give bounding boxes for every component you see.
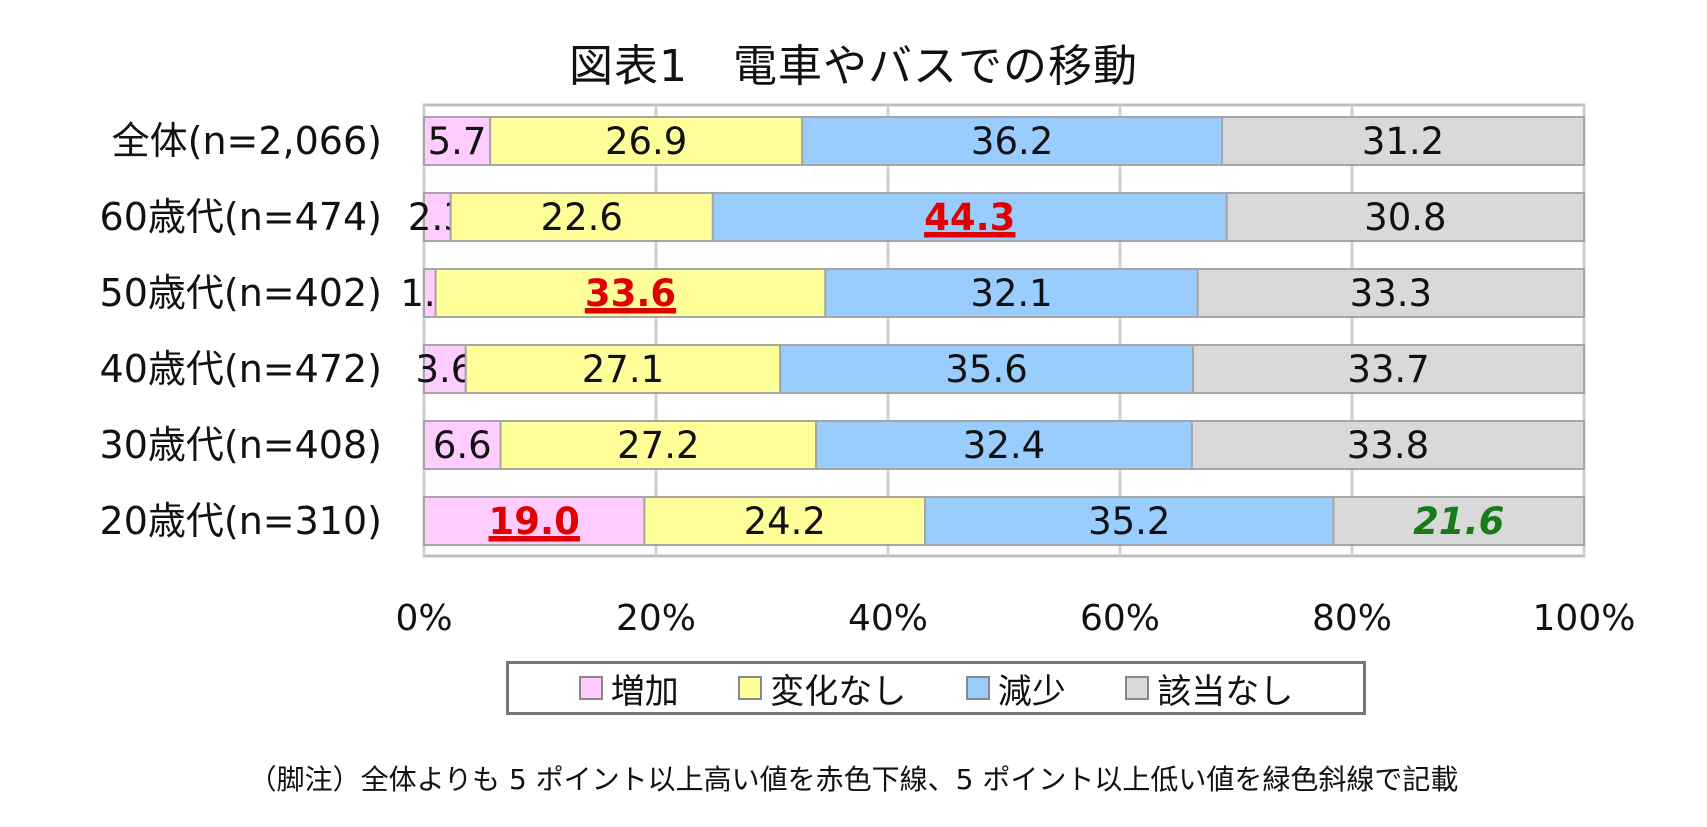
bar-segment: [1196, 268, 1585, 318]
bar-segment: [711, 192, 1228, 242]
legend-label: 減少: [997, 671, 1066, 712]
bar-segment: [434, 268, 827, 318]
bar-segment: [423, 420, 502, 470]
data-label: 33.7: [1347, 348, 1429, 391]
footnote: （脚注）全体よりも 5 ポイント以上高い値を赤色下線、5 ポイント以上低い値を緑…: [248, 763, 1459, 796]
bar-segment: [1225, 192, 1585, 242]
category-label: 全体(n=2,066): [112, 119, 382, 163]
legend-swatch: [965, 676, 990, 700]
category-label: 40歳代(n=472): [100, 347, 382, 391]
data-label: 32.1: [970, 272, 1052, 315]
data-label: 30.8: [1364, 196, 1446, 239]
legend-item: 変化なし: [738, 664, 906, 713]
data-label: 33.3: [1350, 272, 1432, 315]
legend-label: 増加: [610, 671, 679, 712]
plot-area: [422, 103, 1586, 558]
legend-label: 該当なし: [1157, 671, 1294, 712]
category-label: 50歳代(n=402): [100, 271, 382, 315]
data-label: 26.9: [605, 120, 687, 163]
bar-segment: [489, 116, 804, 166]
bar-segment: [423, 192, 452, 242]
x-tick-label: 100%: [1533, 598, 1636, 639]
data-label: 27.1: [582, 348, 664, 391]
bar-segment: [464, 344, 782, 394]
bar-segment: [423, 496, 646, 546]
category-label: 20歳代(n=310): [100, 499, 382, 543]
bar-segment: [1190, 420, 1586, 470]
legend-swatch: [578, 676, 603, 700]
x-tick-label: 20%: [616, 598, 696, 639]
bar-segment: [423, 344, 467, 394]
bar-segment: [801, 116, 1224, 166]
category-label: 30歳代(n=408): [100, 423, 382, 467]
chart-title: 図表1 電車やバスでの移動: [569, 41, 1138, 92]
x-tick-label: 0%: [395, 598, 452, 639]
bar-segment: [499, 420, 818, 470]
data-label: 3.6: [415, 348, 474, 391]
data-label: 6.6: [433, 424, 492, 467]
bar-segment: [779, 344, 1195, 394]
bar-segment: [1192, 344, 1585, 394]
data-label: 32.4: [963, 424, 1045, 467]
data-label: 19.0: [489, 500, 580, 543]
chart-legend: 増加 変化なし 減少 該当なし: [506, 661, 1366, 715]
data-label: 21.6: [1413, 500, 1504, 543]
data-label: 36.2: [971, 120, 1053, 163]
data-label: 27.2: [617, 424, 699, 467]
bar-segment: [815, 420, 1193, 470]
data-label: 35.2: [1088, 500, 1170, 543]
bar-segment: [924, 496, 1335, 546]
legend-item: 該当なし: [1125, 664, 1293, 713]
legend-item: 減少: [965, 664, 1066, 713]
bar-segment: [1332, 496, 1585, 546]
data-label: 35.6: [945, 348, 1027, 391]
legend-swatch: [738, 676, 763, 700]
bar-segment: [1221, 116, 1585, 166]
data-label: 33.6: [585, 272, 676, 315]
data-label: 22.6: [541, 196, 623, 239]
bar-segment: [449, 192, 714, 242]
x-tick-label: 80%: [1312, 598, 1392, 639]
data-label: 33.8: [1347, 424, 1429, 467]
x-tick-label: 40%: [848, 598, 928, 639]
x-tick-label: 60%: [1080, 598, 1160, 639]
data-label: 24.2: [744, 500, 826, 543]
bar-segment: [824, 268, 1199, 318]
category-label: 60歳代(n=474): [100, 195, 382, 239]
legend-item: 増加: [578, 664, 679, 713]
data-label: 31.2: [1362, 120, 1444, 163]
stacked-bar-chart: 0% 20% 40% 60% 80% 100% 全体(n=2,066) 5.7 26.9 36.2…: [100, 103, 1636, 639]
legend-label: 変化なし: [770, 671, 907, 712]
data-label: 5.7: [428, 120, 487, 163]
bar-segment: [643, 496, 927, 546]
legend-swatch: [1125, 676, 1150, 700]
data-label: 44.3: [924, 196, 1015, 239]
